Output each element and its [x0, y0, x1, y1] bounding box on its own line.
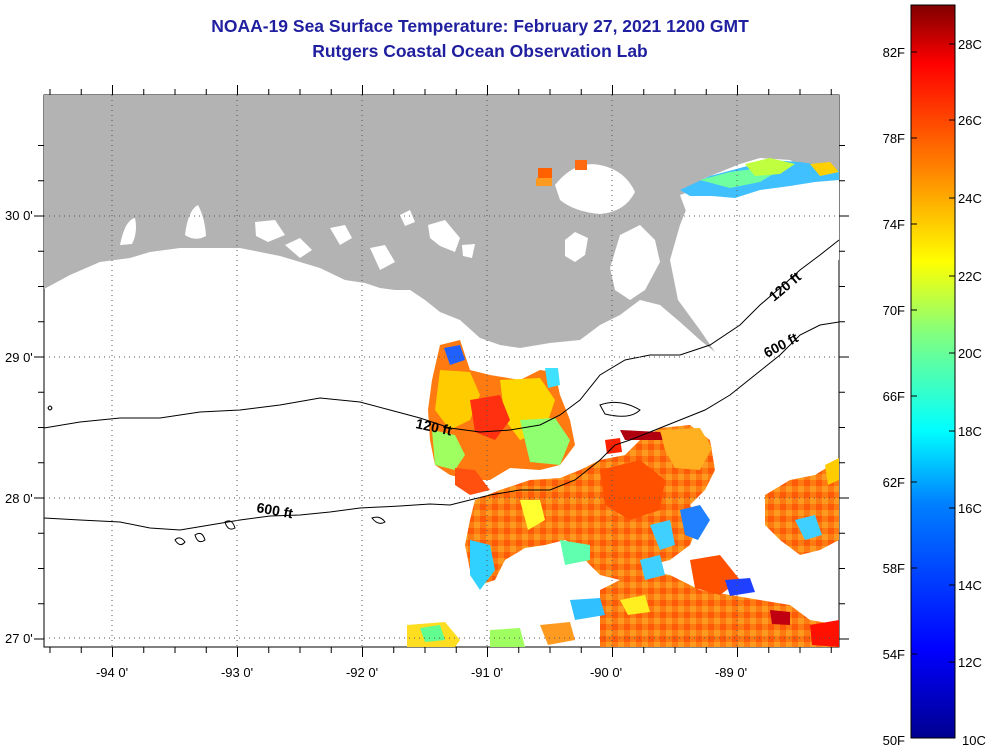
lon-label: -94 0' — [96, 665, 128, 680]
longitude-labels: -94 0' -93 0' -92 0' -91 0' -90 0' -89 0… — [96, 665, 747, 680]
colorbar-gradient — [910, 4, 956, 739]
colorbar-c-label: 28C — [958, 37, 982, 52]
colorbar-c-label: 18C — [958, 424, 982, 439]
colorbar-f-label: 54F — [883, 647, 905, 662]
lon-label: -90 0' — [590, 665, 622, 680]
lon-label: -89 0' — [715, 665, 747, 680]
colorbar-f-label: 50F — [883, 733, 905, 748]
colorbar-f-label: 74F — [883, 217, 905, 232]
sst-data-field — [407, 340, 839, 647]
lat-label: 29 0' — [5, 350, 33, 365]
colorbar-f-labels: 82F 78F 74F 70F 66F 62F 58F 54F 50F — [883, 45, 905, 748]
contour-label-120-west: 120 ft — [414, 415, 453, 438]
colorbar-f-label: 66F — [883, 389, 905, 404]
coastal-sst — [536, 158, 839, 198]
colorbar-f-label: 70F — [883, 303, 905, 318]
map-subtitle: Rutgers Coastal Ocean Observation Lab — [312, 41, 648, 61]
colorbar-c-label: 16C — [958, 501, 982, 516]
colorbar: 82F 78F 74F 70F 66F 62F 58F 54F 50F 28C … — [883, 4, 986, 748]
colorbar-c-label: 20C — [958, 346, 982, 361]
colorbar-f-label: 62F — [883, 475, 905, 490]
axis-ticks — [34, 85, 849, 657]
colorbar-f-label: 58F — [883, 561, 905, 576]
colorbar-c-labels: 28C 26C 24C 22C 20C 18C 16C 14C 12C 10C — [958, 37, 986, 748]
map-title: NOAA-19 Sea Surface Temperature: Februar… — [211, 16, 749, 36]
contour-label-600-west: 600 ft — [255, 499, 294, 521]
lat-label: 27 0' — [5, 631, 33, 646]
colorbar-c-label: 22C — [958, 269, 982, 284]
colorbar-f-label: 82F — [883, 45, 905, 60]
colorbar-f-label: 78F — [883, 131, 905, 146]
inland-water — [120, 164, 839, 300]
colorbar-c-label: 12C — [958, 655, 982, 670]
lat-label: 30 0' — [5, 208, 33, 223]
graticule — [44, 95, 839, 647]
map-frame: 120 ft 600 ft 120 ft 600 ft 30 0' 29 0' … — [5, 85, 849, 680]
bathymetry-contours — [44, 239, 839, 546]
latitude-labels: 30 0' 29 0' 28 0' 27 0' — [5, 208, 33, 646]
contour-600ft — [44, 321, 839, 531]
lon-label: -93 0' — [221, 665, 253, 680]
colorbar-c-label: 24C — [958, 191, 982, 206]
colorbar-c-label: 14C — [958, 578, 982, 593]
colorbar-c-label: 26C — [958, 113, 982, 128]
lon-label: -92 0' — [346, 665, 378, 680]
colorbar-c-label: 10C — [962, 733, 986, 748]
contour-120ft — [44, 239, 839, 433]
lon-label: -91 0' — [471, 665, 503, 680]
lat-label: 28 0' — [5, 491, 33, 506]
